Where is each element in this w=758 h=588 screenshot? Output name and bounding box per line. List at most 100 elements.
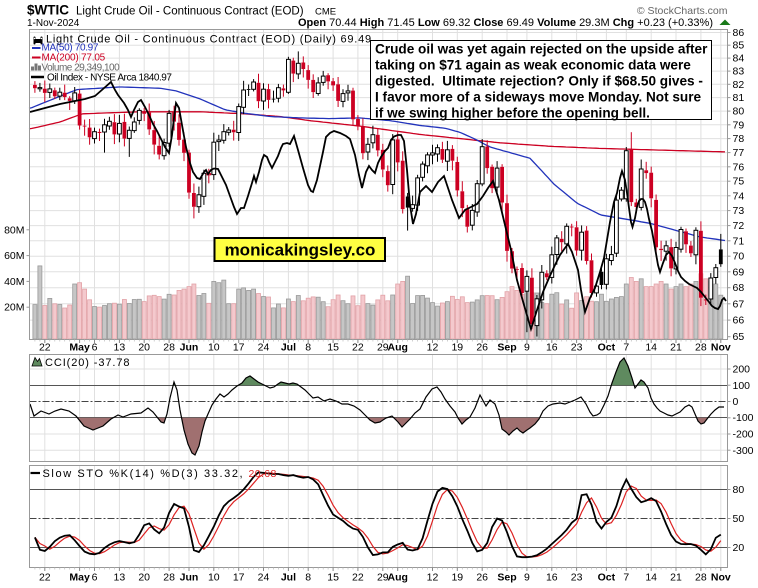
svg-text:if we swing higher before the: if we swing higher before the opening be… bbox=[375, 106, 650, 121]
svg-text:15: 15 bbox=[327, 572, 339, 584]
svg-text:Crude oil was yet again reject: Crude oil was yet again rejected on the … bbox=[375, 42, 708, 57]
svg-text:78: 78 bbox=[733, 133, 745, 145]
svg-text:Aug: Aug bbox=[387, 572, 407, 584]
svg-text:20: 20 bbox=[733, 542, 745, 554]
svg-text:$WTIC: $WTIC bbox=[27, 3, 69, 18]
svg-text:80: 80 bbox=[733, 484, 745, 496]
svg-text:10: 10 bbox=[208, 572, 220, 584]
svg-text:66: 66 bbox=[733, 315, 745, 327]
svg-text:19: 19 bbox=[451, 572, 463, 584]
svg-text:83: 83 bbox=[733, 66, 745, 78]
svg-text:Aug: Aug bbox=[387, 342, 407, 354]
svg-text:19: 19 bbox=[451, 342, 463, 354]
svg-text:Volume 29,349,100: Volume 29,349,100 bbox=[42, 63, 121, 74]
svg-text:21: 21 bbox=[670, 572, 682, 584]
svg-text:20.68: 20.68 bbox=[249, 468, 277, 480]
svg-text:12: 12 bbox=[427, 342, 439, 354]
svg-text:80M: 80M bbox=[4, 224, 24, 236]
svg-text:Slow STO %K(14) %D(3) 33.32,: Slow STO %K(14) %D(3) 33.32, bbox=[43, 468, 245, 480]
svg-text:65: 65 bbox=[733, 331, 745, 343]
svg-text:Jun: Jun bbox=[180, 572, 199, 584]
svg-text:26: 26 bbox=[476, 342, 488, 354]
svg-text:20: 20 bbox=[138, 342, 150, 354]
svg-text:23: 23 bbox=[571, 342, 583, 354]
svg-text:28: 28 bbox=[695, 342, 707, 354]
svg-text:24: 24 bbox=[258, 572, 270, 584]
svg-text:67: 67 bbox=[733, 298, 745, 310]
svg-text:6: 6 bbox=[92, 572, 98, 584]
svg-text:82: 82 bbox=[733, 79, 745, 91]
svg-text:20M: 20M bbox=[4, 302, 24, 314]
svg-text:May: May bbox=[69, 572, 90, 584]
svg-text:75: 75 bbox=[733, 176, 745, 188]
svg-text:Oct: Oct bbox=[598, 342, 616, 354]
svg-text:MA(200) 77.05: MA(200) 77.05 bbox=[42, 53, 106, 64]
svg-text:Light Crude Oil - Continuous C: Light Crude Oil - Continuous Contract (E… bbox=[46, 34, 372, 46]
svg-text:20: 20 bbox=[138, 572, 150, 584]
svg-text:50: 50 bbox=[733, 513, 745, 525]
svg-text:17: 17 bbox=[233, 342, 245, 354]
svg-text:17: 17 bbox=[233, 572, 245, 584]
svg-text:22: 22 bbox=[352, 572, 364, 584]
svg-text:86: 86 bbox=[733, 27, 745, 39]
svg-text:77: 77 bbox=[733, 147, 745, 159]
svg-text:CME: CME bbox=[315, 7, 336, 18]
svg-text:69: 69 bbox=[733, 266, 745, 278]
svg-text:Jun: Jun bbox=[180, 342, 199, 354]
svg-text:22: 22 bbox=[39, 342, 51, 354]
svg-text:73: 73 bbox=[733, 205, 745, 217]
svg-text:Oct: Oct bbox=[598, 572, 616, 584]
svg-text:68: 68 bbox=[733, 282, 745, 294]
svg-text:Sep: Sep bbox=[497, 572, 516, 584]
svg-text:80: 80 bbox=[733, 106, 745, 118]
svg-text:72: 72 bbox=[733, 220, 745, 232]
svg-text:7: 7 bbox=[623, 342, 629, 354]
svg-text:Jul: Jul bbox=[281, 342, 296, 354]
svg-text:0: 0 bbox=[733, 396, 739, 408]
svg-text:28: 28 bbox=[695, 572, 707, 584]
svg-text:81: 81 bbox=[733, 92, 745, 104]
svg-text:Oil Index - NYSE Arca 1840.97: Oil Index - NYSE Arca 1840.97 bbox=[47, 72, 172, 83]
svg-text:May: May bbox=[69, 342, 90, 354]
svg-text:22: 22 bbox=[352, 342, 364, 354]
svg-text:74: 74 bbox=[733, 190, 745, 202]
svg-text:23: 23 bbox=[571, 572, 583, 584]
svg-text:9: 9 bbox=[524, 572, 530, 584]
svg-text:15: 15 bbox=[327, 342, 339, 354]
svg-text:28: 28 bbox=[163, 342, 175, 354]
svg-text:MA(50) 70.97: MA(50) 70.97 bbox=[42, 43, 99, 54]
svg-text:22: 22 bbox=[39, 572, 51, 584]
svg-text:29: 29 bbox=[377, 572, 389, 584]
svg-text:13: 13 bbox=[114, 342, 126, 354]
svg-text:84: 84 bbox=[733, 53, 745, 65]
svg-text:12: 12 bbox=[427, 572, 439, 584]
svg-text:-100: -100 bbox=[733, 412, 754, 424]
svg-text:16: 16 bbox=[546, 342, 558, 354]
svg-text:200: 200 bbox=[733, 364, 751, 376]
svg-text:digested. Ultimate rejection?: digested. Ultimate rejection? Only if $6… bbox=[375, 74, 703, 89]
svg-text:26: 26 bbox=[476, 572, 488, 584]
svg-text:13: 13 bbox=[114, 572, 126, 584]
svg-text:8: 8 bbox=[305, 342, 311, 354]
svg-text:-300: -300 bbox=[733, 445, 754, 457]
svg-text:79: 79 bbox=[733, 119, 745, 131]
svg-text:14: 14 bbox=[645, 572, 657, 584]
svg-text:taking on $71 again as weak ec: taking on $71 again as weak economic dat… bbox=[375, 58, 691, 73]
svg-text:6: 6 bbox=[92, 342, 98, 354]
svg-text:Nov: Nov bbox=[711, 572, 731, 584]
svg-text:1-Nov-2024: 1-Nov-2024 bbox=[27, 18, 80, 29]
svg-text:8: 8 bbox=[305, 572, 311, 584]
svg-text:CCI(20) -37.78: CCI(20) -37.78 bbox=[45, 357, 130, 369]
svg-text:76: 76 bbox=[733, 161, 745, 173]
svg-text:-200: -200 bbox=[733, 429, 754, 441]
svg-text:16: 16 bbox=[546, 572, 558, 584]
svg-text:monicakingsley.co: monicakingsley.co bbox=[225, 241, 376, 260]
svg-text:24: 24 bbox=[258, 342, 270, 354]
svg-text:100: 100 bbox=[733, 380, 751, 392]
svg-text:© StockCharts.com: © StockCharts.com bbox=[637, 5, 728, 17]
svg-text:Sep: Sep bbox=[497, 342, 516, 354]
svg-text:Open 70.44 High 71.45 Low 69.3: Open 70.44 High 71.45 Low 69.32 Close 69… bbox=[298, 17, 713, 29]
svg-text:60M: 60M bbox=[4, 250, 24, 262]
svg-text:Nov: Nov bbox=[711, 342, 731, 354]
svg-text:70: 70 bbox=[733, 251, 745, 263]
